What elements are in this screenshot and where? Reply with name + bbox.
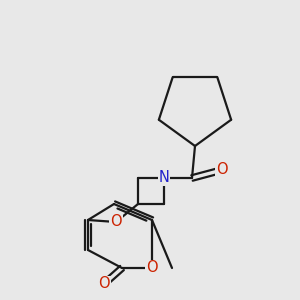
Text: O: O: [110, 214, 122, 230]
Text: O: O: [98, 277, 110, 292]
Text: O: O: [216, 163, 228, 178]
Text: N: N: [159, 170, 170, 185]
Text: O: O: [146, 260, 158, 275]
